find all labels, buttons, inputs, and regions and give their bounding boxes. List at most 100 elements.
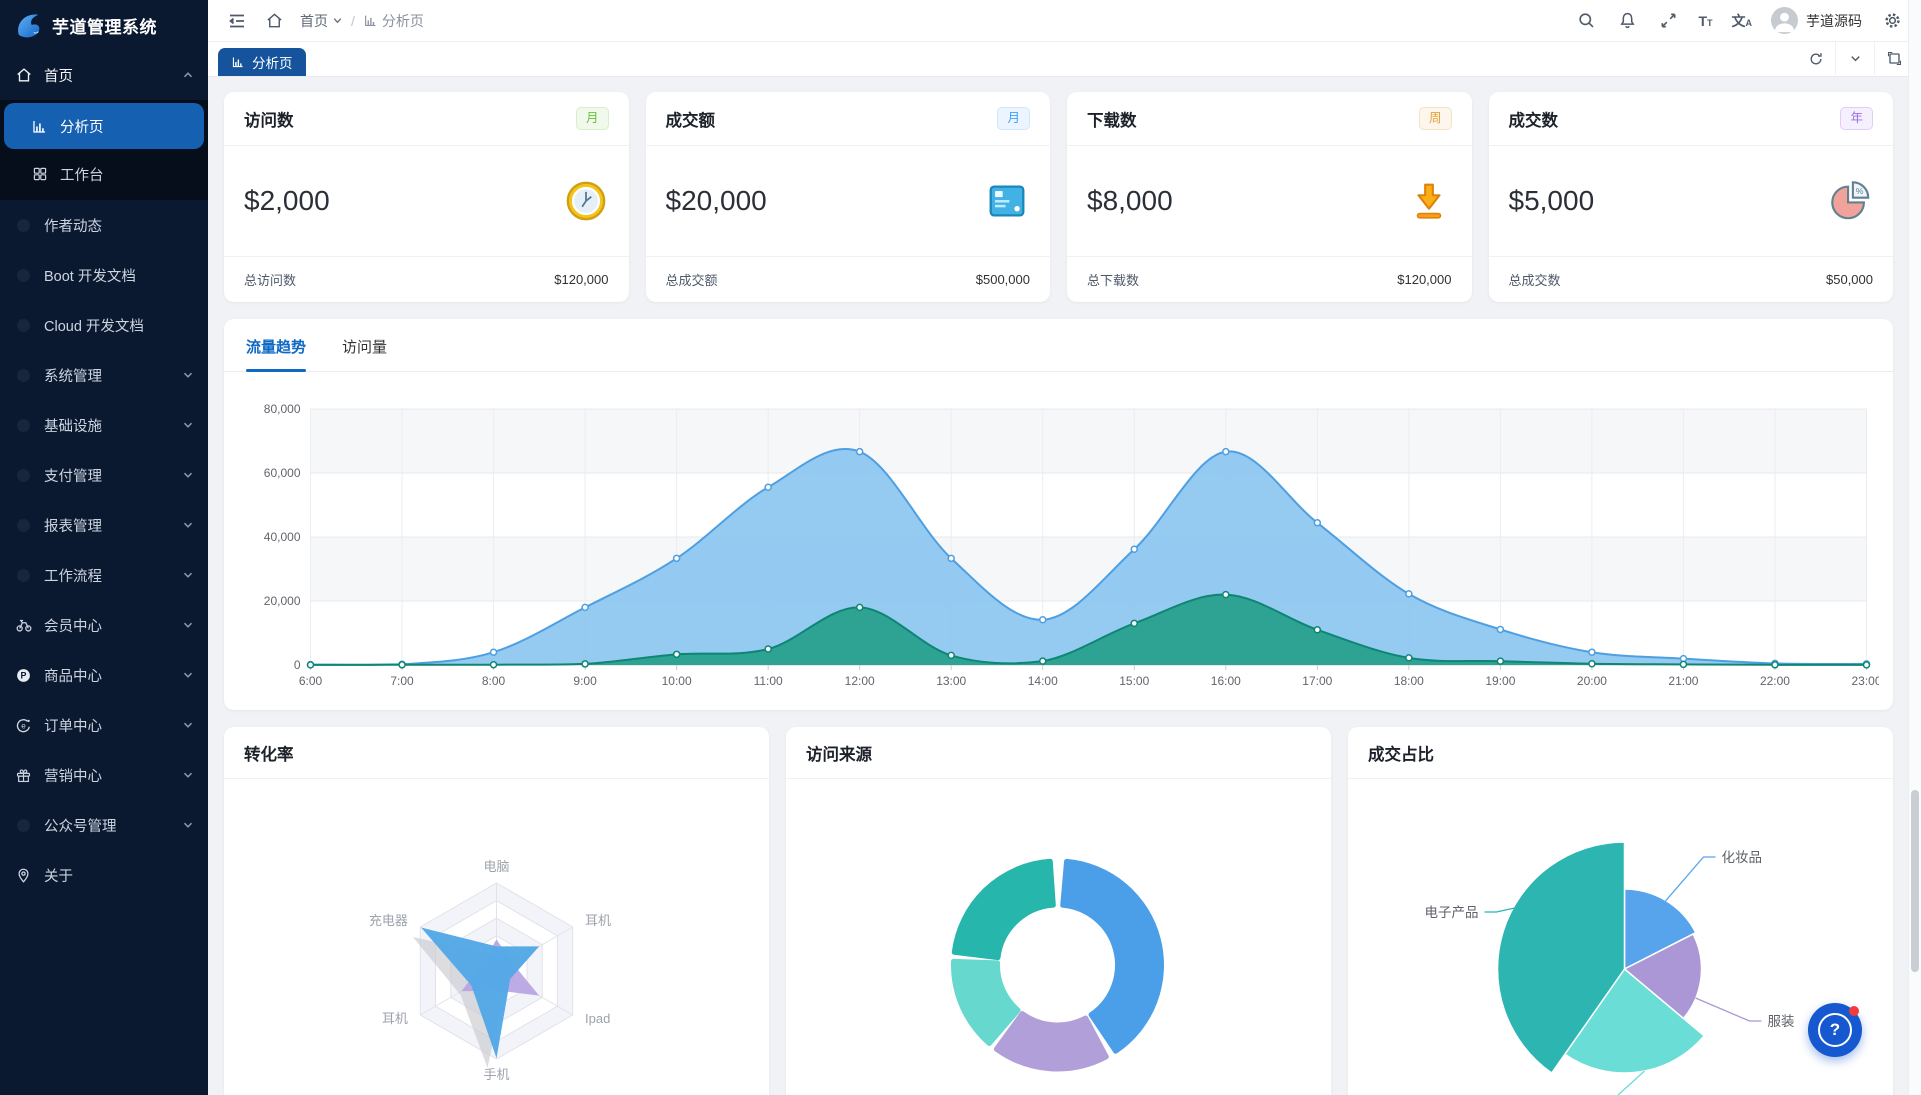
visit-source-card: 访问来源 bbox=[786, 727, 1331, 1095]
sidebar-item-cloud-docs[interactable]: Cloud 开发文档 bbox=[0, 300, 208, 350]
chevron-down-icon bbox=[182, 469, 194, 481]
sidebar-item-author-news[interactable]: 作者动态 bbox=[0, 200, 208, 250]
top-navbar: 首页 / 分析页 bbox=[208, 0, 1921, 42]
sidebar-item-system[interactable]: 系统管理 bbox=[0, 350, 208, 400]
maximize-icon[interactable] bbox=[1874, 42, 1913, 75]
sidebar-item-analysis[interactable]: 分析页 bbox=[4, 103, 204, 149]
tabs-dropdown-chevron-icon[interactable] bbox=[1835, 42, 1874, 75]
chevron-down-icon bbox=[182, 769, 194, 781]
sidebar-menu: 首页分析页工作台 作者动态 Boot 开发文档 Cloud 开发文档 系统管理 基础设施支… bbox=[0, 50, 208, 900]
sidebar-fold-icon[interactable] bbox=[226, 10, 248, 32]
tab-traffic-trend[interactable]: 流量趋势 bbox=[246, 336, 307, 372]
svg-text:6:00: 6:00 bbox=[299, 674, 323, 688]
breadcrumb-current-label: 分析页 bbox=[381, 12, 424, 29]
svg-text:耳机: 耳机 bbox=[585, 913, 611, 928]
sidebar-item-home[interactable]: 首页 bbox=[0, 50, 208, 100]
stat-card-title: 下载数 bbox=[1087, 111, 1137, 130]
order-icon: e bbox=[14, 716, 33, 735]
dot-icon bbox=[14, 316, 33, 335]
breadcrumb-home-icon[interactable] bbox=[263, 10, 285, 32]
stat-card-turnover: 成交额 月 $20,000 总成交额 $500,000 bbox=[645, 92, 1050, 302]
sidebar-item-about[interactable]: 关于 bbox=[0, 850, 208, 900]
breadcrumb-separator: / bbox=[351, 12, 355, 29]
marketing-icon bbox=[14, 766, 33, 785]
breadcrumb-item-current[interactable]: 分析页 bbox=[363, 11, 424, 31]
member-icon bbox=[14, 616, 33, 635]
svg-text:19:00: 19:00 bbox=[1485, 674, 1515, 688]
navbar-actions: TT 文A 芋道源码 bbox=[1575, 7, 1903, 34]
sidebar-item-payment[interactable]: 支付管理 bbox=[0, 450, 208, 500]
settings-gear-icon[interactable] bbox=[1881, 10, 1903, 32]
svg-text:9:00: 9:00 bbox=[573, 674, 597, 688]
sidebar-item-mp[interactable]: 公众号管理 bbox=[0, 800, 208, 850]
notification-dot bbox=[1849, 1006, 1859, 1016]
sidebar-item-workbench[interactable]: 工作台 bbox=[0, 150, 208, 198]
fullscreen-icon[interactable] bbox=[1657, 10, 1679, 32]
sidebar-item-label: 会员中心 bbox=[44, 618, 102, 635]
svg-text:18:00: 18:00 bbox=[1394, 674, 1424, 688]
svg-text:21:00: 21:00 bbox=[1668, 674, 1698, 688]
svg-text:20,000: 20,000 bbox=[264, 594, 301, 608]
product-icon: P bbox=[14, 666, 33, 685]
clock-icon bbox=[563, 178, 609, 224]
period-badge[interactable]: 月 bbox=[575, 107, 609, 130]
dot-icon bbox=[14, 816, 33, 835]
app-logo-icon bbox=[18, 14, 40, 38]
svg-text:耳机: 耳机 bbox=[382, 1011, 408, 1026]
piechart-icon: % bbox=[1827, 178, 1873, 224]
sidebar-item-label: 报表管理 bbox=[44, 518, 102, 535]
sidebar-item-order[interactable]: e 订单中心 bbox=[0, 700, 208, 750]
app-title: 芋道管理系统 bbox=[52, 17, 157, 37]
stat-card-title: 访问数 bbox=[244, 111, 294, 130]
chevron-down-icon bbox=[182, 419, 194, 431]
sidebar-submenu-home: 分析页工作台 bbox=[0, 100, 208, 200]
period-badge[interactable]: 年 bbox=[1840, 107, 1873, 130]
search-icon[interactable] bbox=[1575, 10, 1597, 32]
user-menu[interactable]: 芋道源码 bbox=[1771, 7, 1862, 34]
sidebar-item-label: 分析页 bbox=[60, 119, 104, 136]
sidebar-item-infra[interactable]: 基础设施 bbox=[0, 400, 208, 450]
svg-text:P: P bbox=[21, 670, 27, 680]
refresh-icon[interactable] bbox=[1797, 42, 1835, 75]
period-badge[interactable]: 周 bbox=[1418, 107, 1452, 130]
stat-card-value: $8,000 bbox=[1087, 185, 1173, 216]
notification-bell-icon[interactable] bbox=[1616, 10, 1638, 32]
svg-text:22:00: 22:00 bbox=[1760, 674, 1790, 688]
sidebar-item-report[interactable]: 报表管理 bbox=[0, 500, 208, 550]
locale-switch-icon[interactable]: 文A bbox=[1731, 12, 1753, 29]
scrollbar-thumb[interactable] bbox=[1911, 790, 1919, 972]
svg-text:13:00: 13:00 bbox=[936, 674, 966, 688]
svg-text:Ipad: Ipad bbox=[585, 1011, 610, 1026]
tab-visit-volume[interactable]: 访问量 bbox=[342, 339, 388, 356]
chevron-down-icon bbox=[333, 18, 342, 24]
bottom-cards-row: 转化率 电脑 耳机 Ipad 手机 耳机 充电器 访问来源 成交占比 化妆品 服装 电子产品 bbox=[224, 727, 1893, 1095]
stat-footer-value: $120,000 bbox=[1397, 272, 1452, 287]
sidebar-item-workflow[interactable]: 工作流程 bbox=[0, 550, 208, 600]
app-logo[interactable]: 芋道管理系统 bbox=[0, 0, 208, 50]
sidebar-item-label: Boot 开发文档 bbox=[44, 268, 136, 285]
sidebar-item-label: 商品中心 bbox=[44, 668, 102, 685]
svg-text:40,000: 40,000 bbox=[264, 530, 301, 544]
stat-card-value: $2,000 bbox=[244, 185, 330, 216]
stat-footer-label: 总访问数 bbox=[244, 273, 297, 288]
period-badge[interactable]: 月 bbox=[997, 107, 1030, 130]
svg-text:17:00: 17:00 bbox=[1302, 674, 1332, 688]
svg-text:充电器: 充电器 bbox=[369, 913, 408, 928]
sidebar-item-marketing[interactable]: 营销中心 bbox=[0, 750, 208, 800]
svg-text:电脑: 电脑 bbox=[483, 859, 509, 874]
svg-text:化妆品: 化妆品 bbox=[1722, 850, 1763, 865]
sidebar-item-member[interactable]: 会员中心 bbox=[0, 600, 208, 650]
breadcrumb-item-home[interactable]: 首页 bbox=[300, 11, 343, 31]
svg-text:7:00: 7:00 bbox=[390, 674, 414, 688]
chevron-up-icon bbox=[182, 69, 194, 81]
help-fab-button[interactable]: ? bbox=[1808, 1003, 1862, 1057]
tab-label: 分析页 bbox=[252, 56, 293, 71]
stat-footer-label: 总下载数 bbox=[1087, 273, 1140, 288]
sidebar-item-boot-docs[interactable]: Boot 开发文档 bbox=[0, 250, 208, 300]
sidebar-item-product[interactable]: P 商品中心 bbox=[0, 650, 208, 700]
stat-footer-value: $500,000 bbox=[975, 272, 1030, 287]
font-size-icon[interactable]: TT bbox=[1698, 12, 1713, 29]
stat-card-title: 成交数 bbox=[1508, 111, 1559, 130]
tab-analysis-page[interactable]: 分析页 bbox=[218, 48, 306, 76]
